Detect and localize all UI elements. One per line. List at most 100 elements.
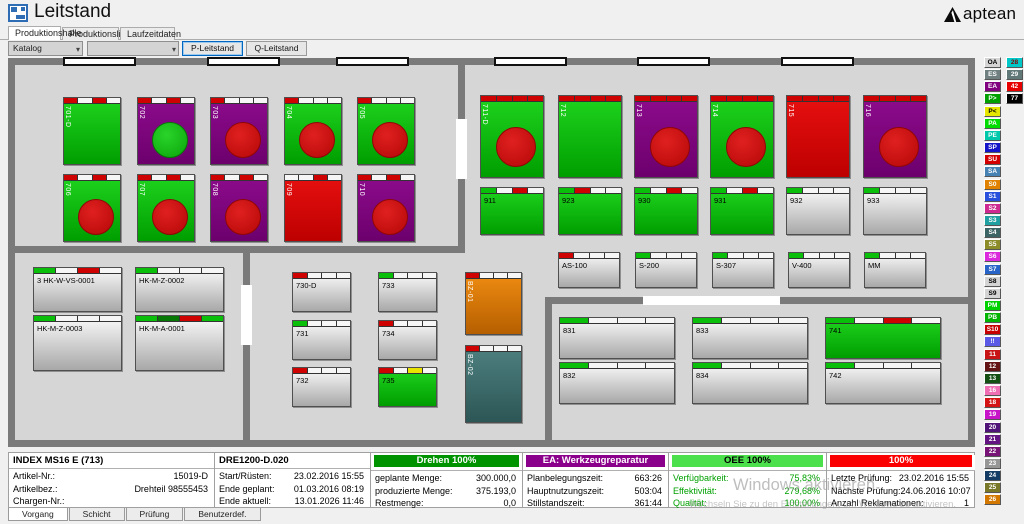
machine-tile-hk-m-z-0003[interactable]: HK-M-Z-0003	[33, 315, 122, 371]
legend-badge-18[interactable]: 18	[984, 397, 1001, 408]
machine-tile-733[interactable]: 733	[378, 272, 437, 312]
legend-badge-s4[interactable]: S4	[984, 227, 1001, 238]
machine-tile-703[interactable]: 703	[210, 97, 268, 165]
footer-tab-prüfung[interactable]: Prüfung	[125, 508, 184, 521]
machine-tile-mm[interactable]: MM	[864, 252, 926, 288]
p-leitstand-button[interactable]: P-Leitstand	[182, 41, 243, 56]
legend-badge-s8[interactable]: S8	[984, 276, 1001, 287]
machine-tile-911[interactable]: 911	[480, 187, 544, 235]
legend-badge-pb[interactable]: PB	[984, 312, 1001, 323]
legend-badge-!![interactable]: !!	[984, 336, 1001, 347]
machine-tile-741[interactable]: 741	[825, 317, 941, 359]
machine-tile-923[interactable]: 923	[558, 187, 622, 235]
machine-tile-713[interactable]: 713	[634, 95, 698, 178]
machine-tile-834[interactable]: 834	[692, 362, 808, 404]
legend-badge-13[interactable]: 13	[984, 373, 1001, 384]
q-leitstand-button[interactable]: Q-Leitstand	[246, 41, 307, 56]
legend-badge-es[interactable]: ES	[984, 69, 1001, 80]
tab-produktionsliste[interactable]: Produktionsliste	[62, 27, 133, 40]
machine-status-strip	[560, 363, 674, 369]
machine-tile-hk-w-vs-0001[interactable]: 3 HK-W-VS-0001	[33, 267, 122, 312]
legend-badge-26[interactable]: 26	[984, 494, 1001, 505]
legend-badge-22[interactable]: 22	[984, 446, 1001, 457]
legend-badge-77[interactable]: 77	[1006, 93, 1023, 104]
machine-tile-715[interactable]: 715	[786, 95, 850, 178]
machine-tile-708[interactable]: 708	[210, 174, 268, 242]
katalog-dropdown[interactable]: Katalog ▾	[8, 41, 83, 56]
machine-tile-931[interactable]: 931	[710, 187, 774, 235]
legend-badge-16[interactable]: 16	[984, 385, 1001, 396]
machine-tile-712[interactable]: 712	[558, 95, 622, 178]
machine-tile-833[interactable]: 833	[692, 317, 808, 359]
machine-tile-933[interactable]: 933	[863, 187, 927, 235]
machine-tile-710[interactable]: 710	[357, 174, 415, 242]
machine-tile-707[interactable]: 707	[137, 174, 195, 242]
machine-tile-hk-m-z-0002[interactable]: HK-M-Z-0002	[135, 267, 224, 312]
legend-badge-p<[interactable]: P<	[984, 106, 1001, 117]
legend-badge-25[interactable]: 25	[984, 482, 1001, 493]
footer-tab-benutzerdef[interactable]: Benutzerdef.	[184, 508, 261, 521]
legend-badge-20[interactable]: 20	[984, 422, 1001, 433]
tab-produktionshalle[interactable]: Produktionshalle	[8, 26, 82, 40]
machine-tile-s-200[interactable]: S-200	[635, 252, 697, 288]
machine-tile-742[interactable]: 742	[825, 362, 941, 404]
machine-tile-730-d[interactable]: 730-D	[292, 272, 351, 312]
footer-tab-vorgang[interactable]: Vorgang	[8, 508, 68, 521]
footer-tab-schicht[interactable]: Schicht	[68, 508, 125, 521]
machine-tile-v-400[interactable]: V-400	[788, 252, 850, 288]
machine-tile-bz-01[interactable]: BZ-01	[465, 272, 522, 335]
legend-badge-ea[interactable]: EA	[984, 81, 1001, 92]
legend-badge-s0[interactable]: S0	[984, 179, 1001, 190]
legend-badge-oa[interactable]: OA	[984, 57, 1001, 68]
machine-tile-705[interactable]: 705	[357, 97, 415, 165]
machine-tile-716[interactable]: 716	[863, 95, 927, 178]
machine-tile-735[interactable]: 735	[378, 367, 437, 407]
legend-badge-su[interactable]: SU	[984, 154, 1001, 165]
tab-laufzeitdaten[interactable]: Laufzeitdaten	[120, 27, 181, 40]
machine-label: 741	[829, 326, 842, 335]
legend-badge-23[interactable]: 23	[984, 458, 1001, 469]
legend-badge-19[interactable]: 19	[984, 409, 1001, 420]
machine-tile-932[interactable]: 932	[786, 187, 850, 235]
machine-tile-832[interactable]: 832	[559, 362, 675, 404]
machine-tile-706[interactable]: 706	[63, 174, 121, 242]
legend-badge-29[interactable]: 29	[1006, 69, 1023, 80]
legend-badge-21[interactable]: 21	[984, 434, 1001, 445]
machine-tile-hk-m-a-0001[interactable]: HK-M-A-0001	[135, 315, 224, 371]
legend-badge-28[interactable]: 28	[1006, 57, 1023, 68]
legend-badge-s9[interactable]: S9	[984, 288, 1001, 299]
machine-tile-704[interactable]: 704	[284, 97, 342, 165]
legend-badge-sa[interactable]: SA	[984, 166, 1001, 177]
legend-badge-pe[interactable]: PE	[984, 130, 1001, 141]
machine-tile-734[interactable]: 734	[378, 320, 437, 360]
legend-badge-42[interactable]: 42	[1006, 81, 1023, 92]
legend-badge-pm[interactable]: PM	[984, 300, 1001, 311]
machine-status-strip	[711, 188, 773, 194]
machine-tile-701-d[interactable]: 701-D	[63, 97, 121, 165]
machine-tile-s-307[interactable]: S-307	[712, 252, 774, 288]
legend-badge-11[interactable]: 11	[984, 349, 1001, 360]
machine-tile-831[interactable]: 831	[559, 317, 675, 359]
legend-badge-s10[interactable]: S10	[984, 324, 1001, 335]
filter-dropdown[interactable]: ▾	[87, 41, 179, 56]
machine-tile-702[interactable]: 702	[137, 97, 195, 165]
legend-badge-24[interactable]: 24	[984, 470, 1001, 481]
legend-badge-pa[interactable]: PA	[984, 118, 1001, 129]
legend-badge-s2[interactable]: S2	[984, 203, 1001, 214]
machine-tile-709[interactable]: 709	[284, 174, 342, 242]
legend-badge-s1[interactable]: S1	[984, 191, 1001, 202]
machine-tile-731[interactable]: 731	[292, 320, 351, 360]
legend-badge-s7[interactable]: S7	[984, 264, 1001, 275]
legend-badge-s5[interactable]: S5	[984, 239, 1001, 250]
machine-tile-732[interactable]: 732	[292, 367, 351, 407]
machine-tile-711-d[interactable]: 711-D	[480, 95, 544, 178]
machine-tile-930[interactable]: 930	[634, 187, 698, 235]
machine-tile-as-100[interactable]: AS-100	[558, 252, 620, 288]
machine-tile-bz-02[interactable]: BZ-02	[465, 345, 522, 423]
machine-tile-714[interactable]: 714	[710, 95, 774, 178]
legend-badge-sp[interactable]: SP	[984, 142, 1001, 153]
legend-badge-p>[interactable]: P>	[984, 93, 1001, 104]
legend-badge-12[interactable]: 12	[984, 361, 1001, 372]
legend-badge-s6[interactable]: S6	[984, 251, 1001, 262]
legend-badge-s3[interactable]: S3	[984, 215, 1001, 226]
